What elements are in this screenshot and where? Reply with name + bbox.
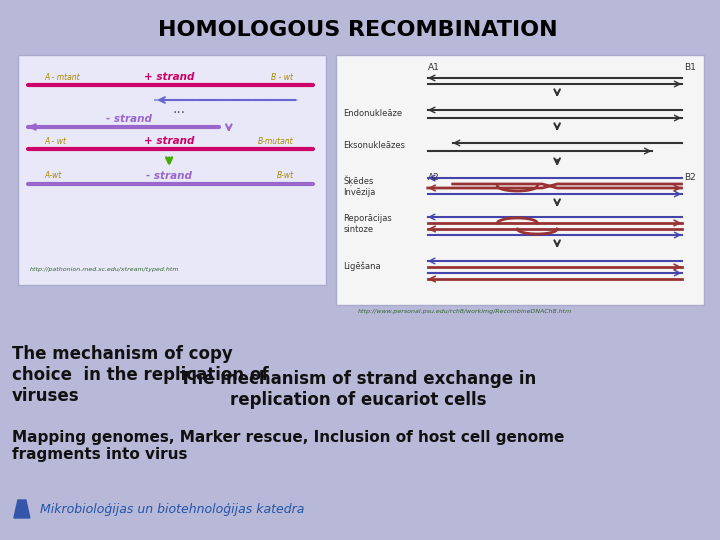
Polygon shape	[14, 500, 30, 518]
Text: HOMOLOGOUS RECOMBINATION: HOMOLOGOUS RECOMBINATION	[158, 20, 558, 40]
Text: Endonukleāze: Endonukleāze	[343, 109, 402, 118]
Text: A2: A2	[428, 173, 439, 183]
Text: - strand: - strand	[146, 171, 192, 181]
Text: The mechanism of strand exchange in
replication of eucariot cells: The mechanism of strand exchange in repl…	[180, 370, 536, 409]
Text: Šķēdes
Invēzija: Šķēdes Invēzija	[343, 176, 376, 197]
Text: ...: ...	[173, 102, 186, 116]
Text: http://pathonion.med.sc.edu/xtream/typed.htm: http://pathonion.med.sc.edu/xtream/typed…	[30, 267, 179, 273]
Text: - strand: - strand	[107, 114, 152, 124]
Text: Eksonukleāzes: Eksonukleāzes	[343, 141, 405, 151]
Text: Reporācijas
sintoze: Reporācijas sintoze	[343, 214, 392, 234]
Text: B - wt: B - wt	[271, 72, 294, 82]
Text: A - wt: A - wt	[45, 137, 67, 145]
Text: Mikrobioloģijas un biotehnoloģijas katedra: Mikrobioloģijas un biotehnoloģijas kated…	[40, 503, 304, 516]
Text: B1: B1	[685, 64, 696, 72]
FancyBboxPatch shape	[336, 55, 704, 305]
Text: Ligēšana: Ligēšana	[343, 261, 381, 271]
Text: B-mutant: B-mutant	[258, 137, 294, 145]
Text: + strand: + strand	[144, 72, 194, 82]
Text: http://www.personal.psu.edu/rch8/workimg/RecombineDNACh8.htm: http://www.personal.psu.edu/rch8/workimg…	[358, 309, 572, 314]
Text: A-wt: A-wt	[45, 172, 62, 180]
Text: The mechanism of copy
choice  in the replication of
viruses: The mechanism of copy choice in the repl…	[12, 345, 269, 404]
FancyBboxPatch shape	[18, 55, 326, 285]
Text: + strand: + strand	[144, 136, 194, 146]
Text: B-wt: B-wt	[276, 172, 294, 180]
Text: Mapping genomes, Marker rescue, Inclusion of host cell genome
fragments into vir: Mapping genomes, Marker rescue, Inclusio…	[12, 430, 564, 462]
Text: B2: B2	[685, 173, 696, 183]
Text: A - mtant: A - mtant	[45, 72, 81, 82]
Text: A1: A1	[428, 64, 440, 72]
